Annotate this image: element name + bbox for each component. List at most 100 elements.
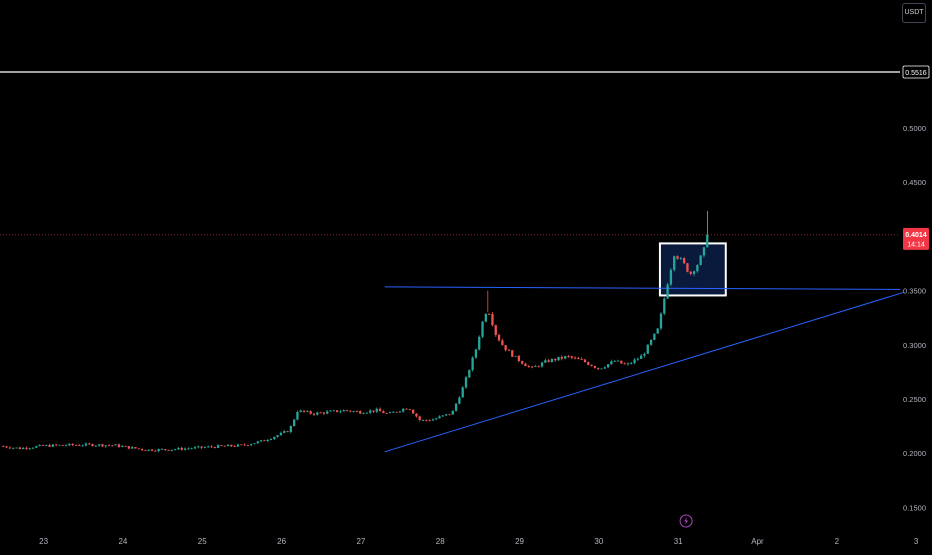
candle-body: [686, 263, 689, 272]
candle-body: [296, 411, 299, 420]
candle-body: [692, 271, 696, 274]
candle-body: [448, 414, 451, 416]
candle-body: [131, 447, 134, 449]
y-tick-label: 0.4500: [903, 178, 926, 187]
price-axis-layer: 0.60000.55000.50000.45000.40000.35000.30…: [903, 16, 926, 513]
candle-body: [230, 444, 233, 447]
candle-body: [250, 444, 253, 446]
resistance-line[interactable]: [384, 286, 901, 290]
candle-body: [454, 403, 458, 411]
candle-body: [408, 409, 411, 410]
x-tick-label: 25: [198, 537, 207, 546]
candle-body: [507, 350, 511, 351]
candle-body: [702, 247, 706, 256]
candle-body: [445, 414, 448, 416]
candle-body: [107, 445, 111, 447]
candle-body: [494, 325, 497, 335]
candle-body: [259, 440, 263, 442]
candle-body: [395, 411, 398, 413]
candle-body: [646, 344, 649, 354]
candle-body: [256, 441, 259, 444]
candle-body: [35, 446, 38, 448]
x-tick-label: 31: [674, 537, 683, 546]
candle-body: [286, 431, 289, 433]
candle-body: [187, 448, 190, 450]
candle-body: [25, 447, 28, 449]
candle-body: [385, 413, 388, 414]
candle-body: [497, 334, 501, 341]
candle-body: [61, 444, 64, 446]
support-trendline[interactable]: [384, 291, 905, 453]
candle-body: [458, 397, 461, 404]
x-tick-label: 2: [835, 537, 840, 546]
candle-body: [213, 447, 216, 448]
candle-body: [88, 443, 91, 445]
candle-body: [15, 447, 18, 449]
candle-body: [45, 445, 48, 446]
candle-body: [620, 360, 623, 364]
candle-body: [190, 448, 193, 450]
candle-body: [279, 432, 283, 436]
candle-body: [590, 364, 593, 367]
candle-body: [210, 446, 213, 448]
candle-body: [504, 345, 507, 351]
candle-body: [58, 444, 61, 446]
lightning-icon[interactable]: [679, 514, 693, 528]
x-tick-label: 26: [277, 537, 286, 546]
candle-body: [663, 298, 666, 314]
candle-body: [51, 444, 55, 447]
candle-body: [342, 410, 345, 412]
candle-body: [140, 448, 144, 451]
candle-body: [157, 449, 160, 452]
y-tick-label: 0.5000: [903, 124, 926, 133]
candle-body: [64, 445, 68, 447]
candle-body: [365, 412, 369, 414]
candle-body: [425, 419, 428, 421]
candle-body: [101, 444, 104, 447]
currency-button[interactable]: USDT: [902, 3, 926, 23]
x-tick-label: 24: [118, 537, 127, 546]
candle-body: [431, 419, 435, 421]
lightning-icon-bolt: [684, 517, 689, 525]
current-price-tag: [903, 227, 929, 250]
candle-body: [478, 336, 481, 350]
candle-body: [124, 446, 127, 447]
candle-body: [682, 258, 686, 264]
candle-body: [91, 444, 94, 447]
candle-body: [322, 412, 326, 414]
candle-body: [335, 410, 339, 412]
candle-body: [220, 445, 223, 446]
candle-body: [616, 360, 620, 362]
candle-body: [636, 358, 640, 360]
candle-body: [127, 446, 131, 449]
breakout-box[interactable]: [658, 242, 727, 297]
lightning-icon-ring: [679, 514, 693, 528]
candle-body: [316, 412, 319, 415]
candle-body: [567, 356, 570, 357]
candle-body: [170, 449, 174, 451]
candle-body: [610, 361, 613, 365]
candle-body: [48, 445, 51, 447]
candle-body: [563, 356, 567, 359]
candle-body: [372, 410, 375, 412]
candle-body: [468, 369, 471, 378]
candle-body: [21, 447, 25, 450]
candle-body: [626, 363, 630, 365]
candle-body: [405, 408, 408, 410]
candle-body: [78, 445, 81, 446]
candle-body: [154, 450, 157, 452]
candle-body: [183, 448, 187, 450]
candle-body: [326, 411, 329, 414]
candle-body: [55, 444, 58, 446]
breakout-box-layer: [658, 242, 727, 297]
candle-body: [236, 444, 240, 447]
candle-body: [517, 355, 521, 362]
candle-body: [481, 321, 484, 337]
candle-body: [418, 416, 421, 421]
candle-body: [537, 366, 540, 367]
candle-body: [329, 410, 332, 412]
time-axis-layer: 23 24 25 26 27 28 29 30 31 Apr 2 3: [39, 537, 919, 546]
candle-body: [534, 366, 537, 367]
